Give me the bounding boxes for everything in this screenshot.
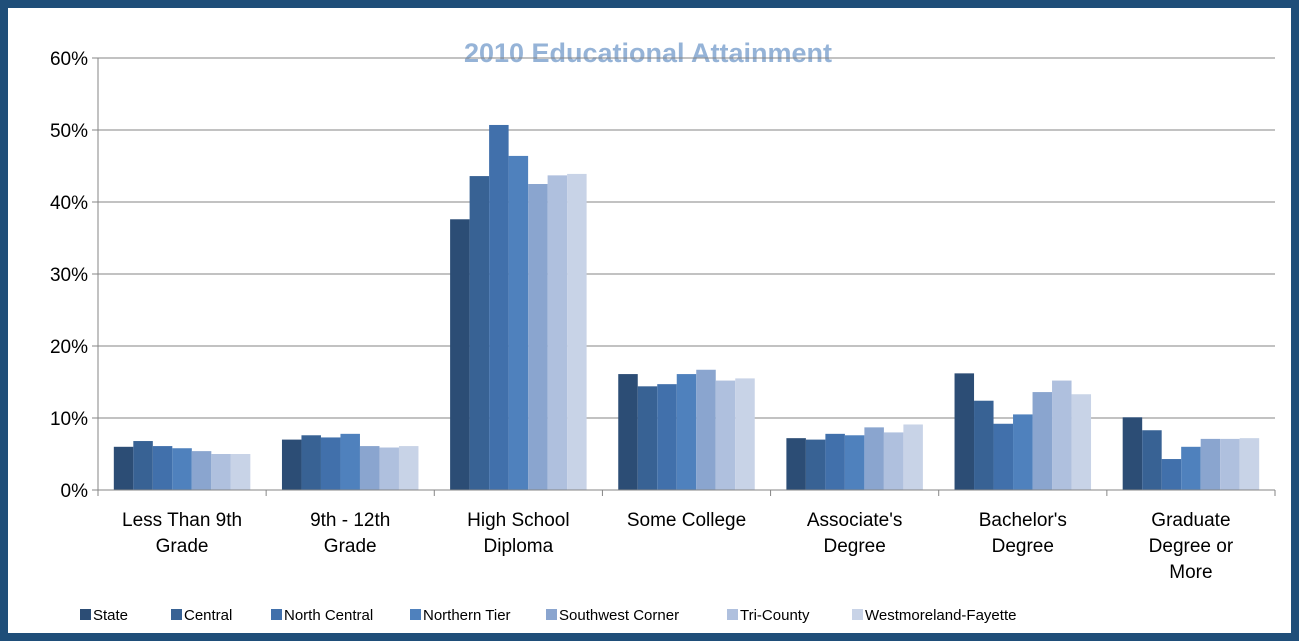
y-tick-label: 30% [50,265,88,286]
bar [1071,394,1092,490]
bar [696,369,716,490]
bar [1142,430,1162,490]
bar [133,441,153,490]
legend-label: Tri-County [740,607,810,624]
legend-swatch [852,609,863,620]
y-tick-label: 10% [50,409,88,430]
legend-label: State [93,607,128,624]
bar [1239,438,1260,490]
legend-swatch [727,609,738,620]
y-axis-tick-labels: 0% 10% 20% 30% 40% 50% 60% [50,49,88,502]
legend-label: North Central [284,607,373,624]
bar [172,448,192,490]
legend-swatch [410,609,421,620]
bar [715,380,736,490]
x-category-label: Associate's Degree [807,510,903,557]
bar [735,378,755,490]
bar [786,438,806,490]
bar [1013,414,1033,490]
bar [676,374,697,490]
bar [320,437,341,490]
bar [211,454,231,490]
legend-swatch [271,609,282,620]
x-axis-category-labels: Less Than 9th Grade 9th - 12th Grade High Sc… [122,510,1234,583]
bar [844,435,865,490]
bar [657,384,677,490]
bar [191,451,212,490]
bar [1161,459,1182,490]
bar [547,175,568,491]
x-category-label: Less Than 9th Grade [122,510,242,557]
y-tick-label: 50% [50,121,88,142]
bar [528,184,548,490]
y-tick-label: 60% [50,49,88,70]
x-category-label: High School Diploma [467,510,569,557]
bar [805,439,826,490]
legend-swatch [80,609,91,620]
bar [1200,438,1221,490]
bar [379,447,399,490]
legend-label: Westmoreland-Fayette [865,607,1016,624]
legend-label: Southwest Corner [559,607,679,624]
legend-item: Central [171,607,232,624]
legend-item: North Central [271,607,373,624]
bar [113,446,134,490]
legend-item: Northern Tier [410,607,511,624]
legend-label: Northern Tier [423,607,511,624]
x-category-label: Graduate Degree or More [1149,510,1234,583]
bar [954,373,975,490]
bar [1122,417,1143,490]
bar [825,433,845,490]
legend-item: Tri-County [727,607,810,624]
bar [1052,380,1072,490]
legend-item: Westmoreland-Fayette [852,607,1016,624]
bar [1220,438,1240,490]
bar [567,173,587,491]
legend-swatch [546,609,557,620]
y-tick-label: 20% [50,337,88,358]
bar [469,176,490,490]
legend: State Central North Central Northern Tier So… [80,607,1016,624]
x-category-label: 9th - 12th Grade [310,510,390,557]
bar [883,432,904,490]
y-tick-label: 40% [50,193,88,214]
bar [230,454,251,490]
bar [152,446,173,490]
legend-swatch [171,609,182,620]
bar [450,219,470,490]
legend-item: State [80,607,128,624]
bar [1181,446,1201,490]
bar [281,439,302,490]
y-tick-label: 0% [61,481,89,502]
bar [508,155,529,491]
bar [398,446,419,490]
bar [301,435,321,490]
axes [92,57,1276,496]
bar [359,446,380,490]
x-category-label: Bachelor's Degree [979,510,1067,557]
legend-label: Central [184,607,232,624]
bar [637,386,658,490]
bar [489,124,509,491]
bar [974,400,994,490]
bar [340,433,360,490]
chart-title: 2010 Educational Attainment [464,38,832,68]
legend-item: Southwest Corner [546,607,679,624]
chart-svg: 2010 Educational Attainment 0% 10% 20% 30% 4… [50,38,1276,624]
bar [993,423,1014,490]
bar [864,427,884,490]
bar [618,374,638,490]
bars [113,124,1260,491]
gridlines [98,57,1275,419]
bar [1032,392,1053,490]
x-category-label: Some College [627,510,746,531]
bar [903,424,923,490]
